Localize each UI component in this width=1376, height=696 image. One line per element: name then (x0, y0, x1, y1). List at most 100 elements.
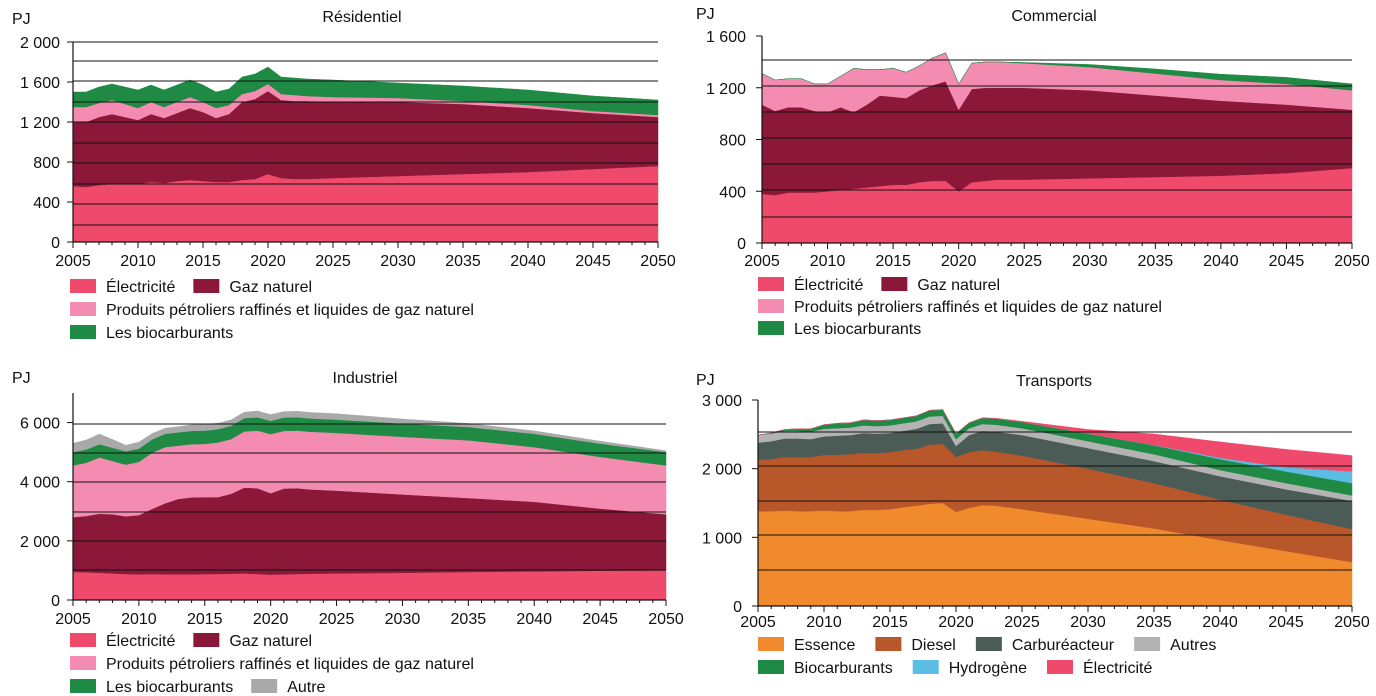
x-tick-label: 2020 (253, 611, 289, 628)
x-tick-label: 2015 (875, 253, 911, 270)
legend-swatch (193, 279, 220, 293)
legend-swatch (758, 277, 784, 291)
legend-swatch (1047, 660, 1073, 674)
x-tick-label: 2020 (250, 253, 286, 270)
y-tick-label: 0 (737, 236, 746, 253)
y-tick-label: 400 (719, 184, 746, 201)
legend-swatch (881, 277, 908, 291)
y-tick-label: 0 (733, 599, 742, 616)
area-series-3 (761, 52, 1353, 91)
legend-swatch (758, 660, 784, 674)
x-tick-label: 2035 (1136, 614, 1172, 631)
y-tick-label: 1 200 (20, 115, 60, 132)
legend-swatch (70, 302, 96, 316)
x-tick-label: 2020 (941, 253, 977, 270)
legend-label: Carburéacteur (1012, 637, 1115, 654)
x-tick-label: 2010 (120, 253, 156, 270)
x-tick-label: 2045 (1268, 614, 1304, 631)
x-tick-label: 2035 (1138, 253, 1174, 270)
x-tick-label: 2050 (1334, 614, 1370, 631)
x-tick-label: 2025 (315, 253, 351, 270)
x-tick-label: 2030 (1070, 614, 1106, 631)
legend-label: Électricité (794, 275, 863, 294)
chart-title: Résidentiel (322, 9, 401, 26)
chart-title: Commercial (1011, 8, 1096, 25)
area-series-4 (72, 410, 667, 453)
y-tick-label: 2 000 (702, 462, 742, 479)
chart-commercial: Commercial PJ 0 400 800 1 200 1 600 2005 2010 201… (696, 6, 1370, 338)
y-tick-label: 1 200 (706, 81, 746, 98)
y-tick-label: 4 000 (20, 475, 60, 492)
x-tick-label: 2040 (1202, 614, 1238, 631)
x-tick-label: 2040 (1203, 253, 1239, 270)
legend-label: Gaz naturel (229, 279, 312, 296)
legend-swatch (70, 679, 96, 693)
x-tick-label: 2030 (385, 611, 421, 628)
legend-swatch (1134, 637, 1161, 651)
legend-label: Produits pétroliers raffinés et liquides… (106, 302, 474, 319)
x-tick-label: 2035 (445, 253, 481, 270)
x-tick-label: 2025 (1004, 614, 1040, 631)
x-tick-label: 2010 (810, 253, 846, 270)
x-tick-label: 2005 (740, 614, 776, 631)
legend-label: Produits pétroliers raffinés et liquides… (794, 299, 1162, 316)
legend-label: Électricité (1083, 658, 1152, 677)
x-tick-label: 2005 (744, 253, 780, 270)
x-tick-label: 2030 (380, 253, 416, 270)
y-tick-label: 1 000 (702, 530, 742, 547)
x-tick-label: 2005 (55, 253, 91, 270)
legend-label: Les biocarburants (106, 679, 233, 696)
area-series-6 (757, 409, 1353, 472)
chart-industriel: Industriel PJ 0 2 000 4 000 6 000 2005 2010 2015… (12, 370, 684, 696)
y-tick-label: 0 (51, 593, 60, 610)
legend-swatch (875, 637, 902, 651)
y-tick-label: 1 600 (706, 29, 746, 46)
legend-label: Produits pétroliers raffinés et liquides… (106, 656, 474, 673)
y-tick-label: 2 000 (20, 35, 60, 52)
x-tick-label: 2040 (510, 253, 546, 270)
area-series-3 (72, 66, 659, 116)
x-tick-label: 2050 (1334, 253, 1370, 270)
chart-title: Transports (1016, 373, 1092, 390)
y-tick-label: 800 (719, 133, 746, 150)
y-tick-label: 1 600 (20, 75, 60, 92)
chart-transports: Transports PJ 0 1 000 2 000 3 000 2005 2010 2015… (696, 372, 1370, 677)
x-tick-label: 2045 (1269, 253, 1305, 270)
x-tick-label: 2025 (319, 611, 355, 628)
x-tick-label: 2030 (1072, 253, 1108, 270)
x-tick-label: 2040 (516, 611, 552, 628)
legend-label: Les biocarburants (794, 321, 921, 338)
x-tick-label: 2015 (187, 611, 223, 628)
legend-label: Gaz naturel (229, 633, 312, 650)
legend-label: Essence (794, 637, 855, 654)
legend-swatch (70, 656, 96, 670)
chart-residentiel: Résidentiel PJ 0 400 800 1 200 1 600 2 000 2005 2… (12, 9, 676, 342)
legend-swatch (758, 637, 784, 651)
legend-label: Les biocarburants (106, 325, 233, 342)
y-tick-label: 800 (33, 155, 60, 172)
y-tick-label: 3 000 (702, 393, 742, 410)
legend-label: Électricité (106, 277, 175, 296)
x-tick-label: 2050 (640, 253, 676, 270)
legend-swatch (70, 633, 96, 647)
y-axis-label: PJ (696, 372, 715, 389)
legend-swatch (70, 279, 96, 293)
legend-swatch (193, 633, 220, 647)
x-tick-label: 2020 (938, 614, 974, 631)
y-tick-label: 400 (33, 195, 60, 212)
legend-swatch (70, 325, 96, 339)
legend-swatch (758, 299, 784, 313)
x-tick-label: 2010 (121, 611, 157, 628)
y-tick-label: 6 000 (20, 416, 60, 433)
legend-label: Hydrogène (949, 660, 1027, 677)
legend-label: Électricité (106, 631, 175, 650)
x-tick-label: 2005 (55, 611, 91, 628)
legend-label: Gaz naturel (917, 277, 1000, 294)
legend-label: Autres (1170, 637, 1216, 654)
y-axis-label: PJ (12, 370, 31, 387)
x-tick-label: 2035 (451, 611, 487, 628)
legend-swatch (975, 637, 1002, 651)
y-axis-label: PJ (696, 6, 715, 23)
